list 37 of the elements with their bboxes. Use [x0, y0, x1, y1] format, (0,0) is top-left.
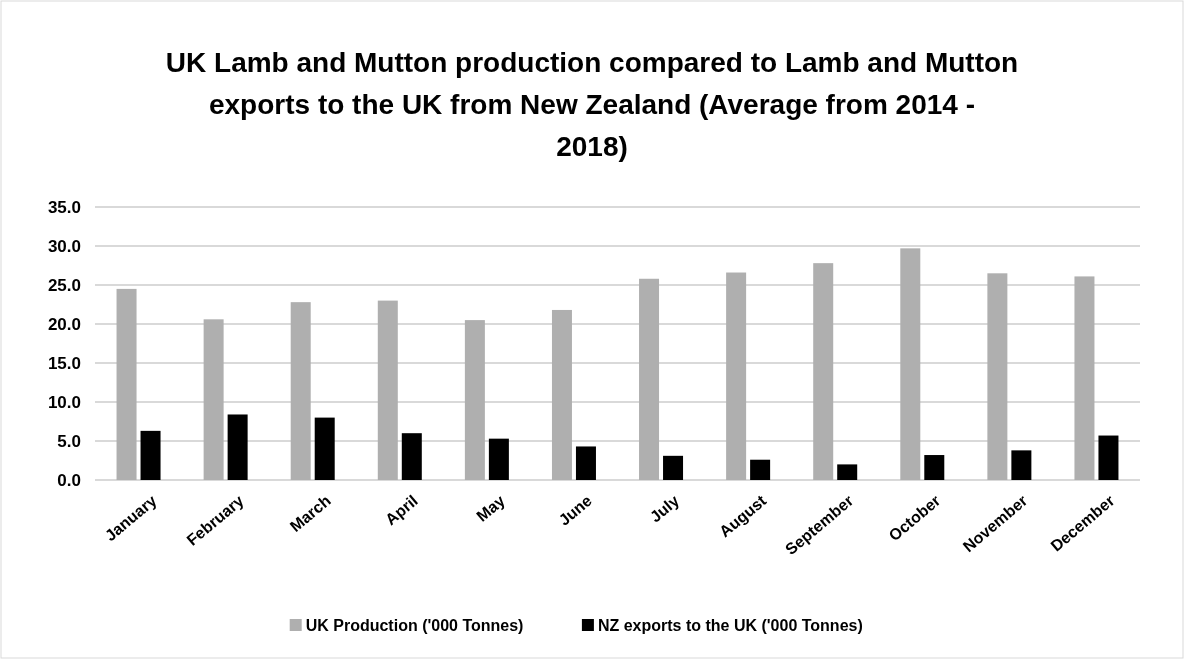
- y-tick-label: 0.0: [57, 470, 81, 490]
- y-tick-label: 10.0: [47, 392, 81, 412]
- bar: [750, 459, 771, 480]
- bar: [1011, 450, 1032, 480]
- bar: [116, 288, 137, 480]
- bar: [314, 417, 335, 480]
- bar: [1074, 276, 1095, 480]
- bar: [488, 438, 509, 480]
- y-tick-label: 15.0: [47, 353, 81, 373]
- bar: [663, 455, 684, 480]
- bar: [924, 455, 945, 480]
- bar: [227, 414, 248, 480]
- bar: [464, 320, 485, 480]
- bar: [377, 300, 398, 480]
- bar: [813, 263, 834, 480]
- y-tick-label: 25.0: [47, 275, 81, 295]
- bar: [837, 464, 858, 480]
- bar: [900, 248, 921, 480]
- y-tick-label: 30.0: [47, 236, 81, 256]
- legend-label: UK Production ('000 Tonnes): [305, 617, 524, 634]
- bar: [1098, 435, 1119, 480]
- x-tick-label: May: [473, 491, 509, 525]
- chart-title: UK Lamb and Mutton production compared to Lamb and Mutton exports to the UK from New Zealand (Average from 2014 - 2018): [165, 47, 1019, 162]
- bar: [140, 430, 161, 480]
- x-tick-label: July: [646, 491, 683, 526]
- bar: [401, 433, 422, 480]
- bar: [575, 446, 596, 480]
- y-tick-label: 5.0: [57, 431, 81, 451]
- y-tick-label: 35.0: [47, 197, 81, 217]
- bar: [639, 278, 660, 480]
- bar: [726, 272, 747, 480]
- bar: [203, 319, 224, 480]
- bar: [551, 309, 572, 480]
- bar: [290, 302, 311, 480]
- legend-label: NZ exports to the UK ('000 Tonnes): [597, 617, 863, 634]
- y-tick-label: 20.0: [47, 314, 81, 334]
- bar: [987, 273, 1008, 480]
